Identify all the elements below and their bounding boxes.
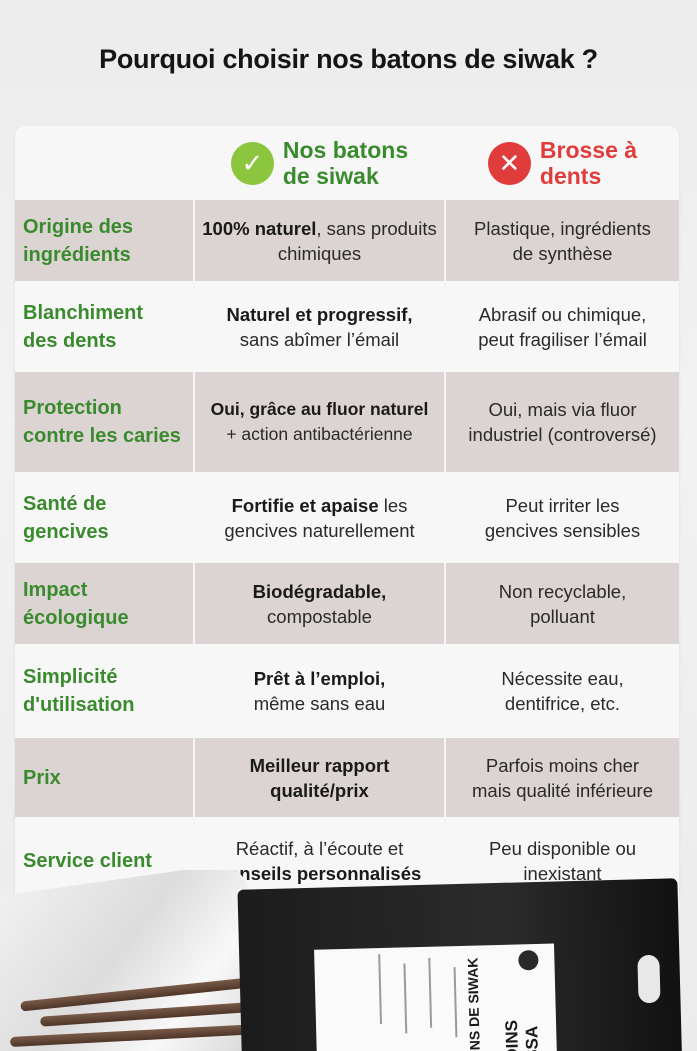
criterion-cell: Blanchiment des dents bbox=[15, 281, 193, 372]
theirs-cell: Parfois moins cher mais qualité inférieur… bbox=[444, 738, 679, 817]
product-photo: JARDINS D'AISSA BÂTONS DE SIWAK bbox=[0, 870, 697, 1051]
theirs-cell: Peut irriter les gencives sensibles bbox=[444, 472, 679, 563]
header-empty-cell bbox=[15, 126, 193, 200]
cross-icon: ✕ bbox=[487, 141, 531, 185]
table-row: Prix Meilleur rapport qualité/prix Parfo… bbox=[15, 738, 679, 817]
product-pouch: JARDINS D'AISSA BÂTONS DE SIWAK bbox=[237, 878, 683, 1051]
header-ours-label: Nos batons de siwak bbox=[282, 137, 409, 189]
table-row: Impact écologique Biodégradable, composta… bbox=[15, 563, 679, 644]
table-row: Simplicité d'utilisation Prêt à l’emploi,… bbox=[15, 644, 679, 738]
label-text-line bbox=[453, 967, 458, 1038]
criterion-cell: Impact écologique bbox=[15, 563, 193, 644]
theirs-cell: Non recyclable, polluant bbox=[444, 563, 679, 644]
table-row: Santé de gencives Fortifie et apaise les … bbox=[15, 472, 679, 563]
comparison-table: ✓ Nos batons de siwak ✕ Brosse à dents O… bbox=[15, 126, 679, 904]
label-text-line bbox=[428, 957, 433, 1028]
header-ours-cell: ✓ Nos batons de siwak bbox=[193, 126, 444, 200]
ours-cell: Prêt à l’emploi, même sans eau bbox=[193, 644, 444, 738]
criterion-cell: Santé de gencives bbox=[15, 472, 193, 563]
hang-hole bbox=[637, 954, 661, 1004]
table-header-row: ✓ Nos batons de siwak ✕ Brosse à dents bbox=[15, 126, 679, 200]
table-row: Origine des ingrédients 100% naturel, san… bbox=[15, 200, 679, 281]
criterion-cell: Simplicité d'utilisation bbox=[15, 644, 193, 738]
criterion-cell: Protection contre les caries bbox=[15, 372, 193, 472]
product-name: BÂTONS DE SIWAK bbox=[464, 957, 484, 1051]
page-title: Pourquoi choisir nos batons de siwak ? bbox=[99, 44, 598, 74]
theirs-cell: Oui, mais via fluor industriel (controver… bbox=[444, 372, 679, 472]
ours-cell: Naturel et progressif, sans abîmer l’éma… bbox=[193, 281, 444, 372]
theirs-cell: Plastique, ingrédients de synthèse bbox=[444, 200, 679, 281]
product-label: JARDINS D'AISSA BÂTONS DE SIWAK bbox=[314, 943, 558, 1051]
ours-cell: Biodégradable, compostable bbox=[193, 563, 444, 644]
header-theirs-cell: ✕ Brosse à dents bbox=[444, 126, 679, 200]
theirs-cell: Abrasif ou chimique, peut fragiliser l’ém… bbox=[444, 281, 679, 372]
check-icon: ✓ bbox=[230, 141, 274, 185]
label-text-line bbox=[403, 963, 408, 1034]
ours-cell: 100% naturel, sans produits chimiques bbox=[193, 200, 444, 281]
ours-cell: Fortifie et apaise les gencives naturell… bbox=[193, 472, 444, 563]
criterion-cell: Prix bbox=[15, 738, 193, 817]
table-row: Protection contre les caries Oui, grâce a… bbox=[15, 372, 679, 472]
theirs-cell: Nécessite eau, dentifrice, etc. bbox=[444, 644, 679, 738]
product-brand: JARDINS D'AISSA bbox=[500, 956, 544, 1051]
ours-cell: Oui, grâce au fluor naturel + action ant… bbox=[193, 372, 444, 472]
criterion-cell: Origine des ingrédients bbox=[15, 200, 193, 281]
table-row: Blanchiment des dents Naturel et progress… bbox=[15, 281, 679, 372]
header-theirs-label: Brosse à dents bbox=[539, 137, 638, 189]
label-text-line bbox=[378, 954, 383, 1025]
ours-cell: Meilleur rapport qualité/prix bbox=[193, 738, 444, 817]
